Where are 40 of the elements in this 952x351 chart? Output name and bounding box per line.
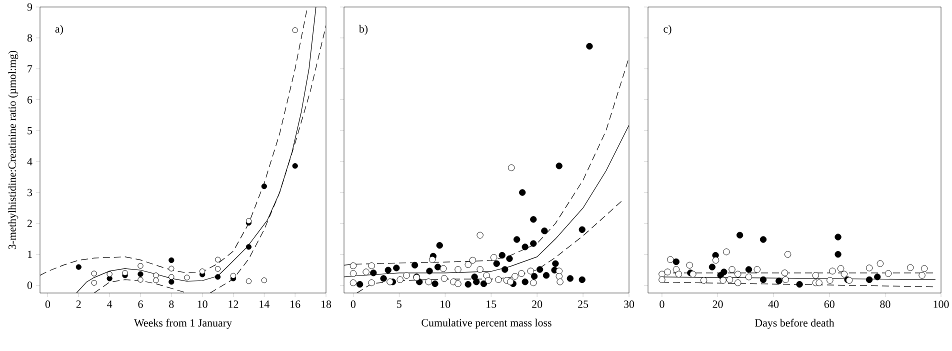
x-tick-label: 15 — [486, 300, 496, 308]
x-tick-label: 25 — [578, 300, 588, 308]
x-tick-label: 14 — [260, 300, 270, 308]
annotation: c) — [664, 24, 672, 35]
x-tick-label: 4 — [107, 300, 112, 308]
y-tick-label: 7 — [28, 65, 32, 72]
y-tick-label: 0 — [27, 282, 32, 289]
y-tick-label: 5 — [28, 127, 32, 134]
x-tick-label: 10 — [440, 300, 450, 308]
x-tick-label: 12 — [228, 300, 238, 308]
x-tick-label: 18 — [322, 300, 332, 308]
x-tick-label: 80 — [880, 300, 890, 308]
y-tick-label: 6 — [27, 96, 32, 104]
x-tick-label: 0 — [45, 300, 50, 308]
x-tick-label: 8 — [169, 300, 174, 308]
x-tick-label: 60 — [824, 300, 834, 308]
x-tick-label: 10 — [198, 300, 208, 308]
x-tick-label: 2 — [76, 300, 81, 308]
x-tick-label: 0 — [350, 300, 356, 308]
x-axis-title: Cumulative percent mass loss — [422, 318, 552, 329]
y-tick-label: 3 — [28, 188, 32, 196]
x-tick-label: 20 — [532, 300, 542, 308]
annotation: b) — [358, 24, 368, 35]
x-axis-title: Weeks from 1 January — [134, 318, 232, 329]
y-tick-label: 9 — [27, 3, 32, 11]
y-tick-label: 4 — [27, 158, 32, 166]
x-tick-label: 30 — [624, 300, 634, 308]
x-axis-title: Days before death — [754, 318, 834, 329]
y-tick-label: 1 — [28, 250, 32, 258]
y-axis-title: 3-methylhistidine:Creatinine ratio (µmol:mg) — [8, 50, 18, 250]
y-tick-label: 2 — [27, 220, 32, 228]
x-tick-label: 100 — [934, 300, 949, 308]
x-tick-label: 6 — [138, 300, 143, 308]
x-tick-label: 5 — [397, 300, 402, 308]
y-tick-label: 8 — [27, 34, 32, 42]
x-tick-label: 20 — [712, 300, 723, 308]
x-tick-label: 16 — [290, 300, 300, 308]
annotation: a) — [55, 24, 63, 35]
x-tick-label: 0 — [660, 300, 664, 308]
x-tick-label: 40 — [768, 300, 779, 308]
